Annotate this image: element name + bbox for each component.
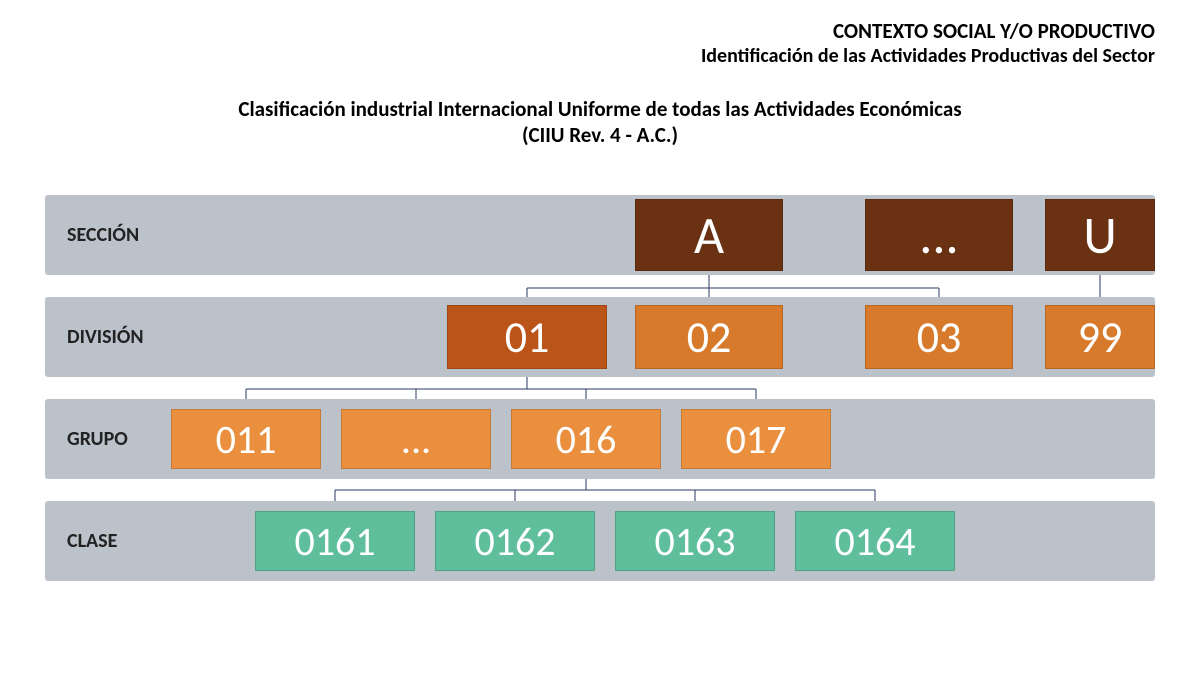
hierarchy-box: 016 [511,409,661,469]
hierarchy-box: 0163 [615,511,775,571]
hierarchy-box: 02 [635,305,783,369]
hierarchy-box: A [635,199,783,271]
row-label: SECCIÓN [67,223,139,247]
hierarchy-box: ... [865,199,1013,271]
hierarchy-box: U [1045,199,1155,271]
header-block: CONTEXTO SOCIAL Y/O PRODUCTIVO Identific… [0,0,1200,68]
hierarchy-box: 011 [171,409,321,469]
hierarchy-box: 03 [865,305,1013,369]
header-line-2: Identificación de las Actividades Produc… [0,44,1155,68]
hierarchy-box: 0164 [795,511,955,571]
hierarchy-box: 0161 [255,511,415,571]
hierarchy-box: ... [341,409,491,469]
hierarchy-box: 0162 [435,511,595,571]
row-band: CLASE [45,501,1155,581]
title-line-2: (CIIU Rev. 4 - A.C.) [0,122,1200,148]
row-label: DIVISIÓN [67,325,144,349]
hierarchy-box: 017 [681,409,831,469]
title-block: Clasificación industrial Internacional U… [0,96,1200,148]
row-label: CLASE [67,529,117,553]
hierarchy-box: 01 [447,305,607,369]
hierarchy-box: 99 [1045,305,1155,369]
header-line-1: CONTEXTO SOCIAL Y/O PRODUCTIVO [0,18,1155,44]
title-line-1: Clasificación industrial Internacional U… [0,96,1200,122]
row-label: GRUPO [67,427,128,451]
